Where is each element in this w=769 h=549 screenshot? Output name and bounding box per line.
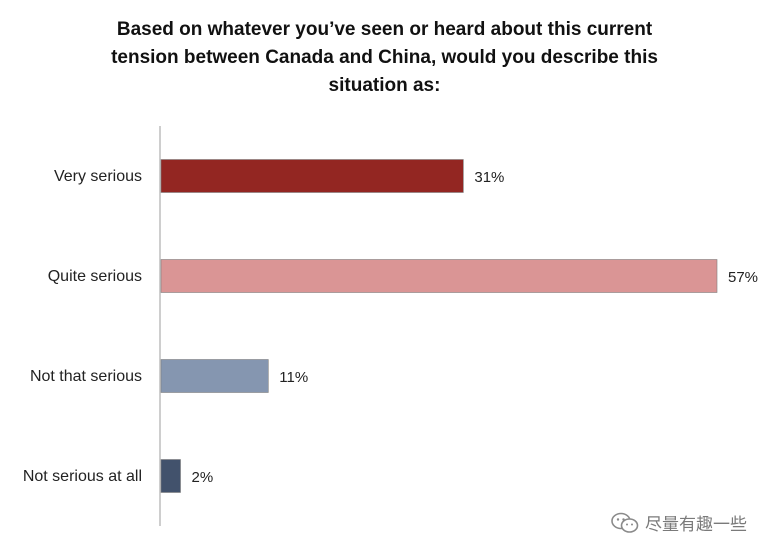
bar-2 bbox=[160, 359, 269, 393]
watermark: 尽量有趣一些 bbox=[611, 510, 747, 535]
category-label-0: Very serious bbox=[54, 168, 142, 185]
watermark-text: 尽量有趣一些 bbox=[645, 515, 747, 534]
chart-title-line-1: Based on whatever you’ve seen or heard a… bbox=[116, 19, 653, 40]
value-label-1: 57% bbox=[728, 269, 758, 286]
value-label-0: 31% bbox=[474, 169, 504, 186]
value-label-2: 11% bbox=[279, 369, 308, 386]
chart-title-line-3: situation as: bbox=[328, 75, 441, 96]
bars-layer: Very serious 31% Quite serious 57% Not that … bbox=[23, 159, 758, 493]
chart-title-line-2: tension between Canada and China, would … bbox=[111, 47, 658, 68]
bar-1 bbox=[160, 259, 718, 293]
bar-3 bbox=[160, 459, 181, 493]
chart-title: Based on whatever you’ve seen or heard a… bbox=[0, 16, 769, 100]
category-label-2: Not that serious bbox=[30, 368, 142, 385]
category-label-1: Quite serious bbox=[48, 268, 142, 285]
bar-0 bbox=[160, 159, 464, 193]
value-label-3: 2% bbox=[192, 469, 214, 486]
category-label-3: Not serious at all bbox=[23, 468, 142, 485]
wechat-icon bbox=[611, 512, 639, 533]
